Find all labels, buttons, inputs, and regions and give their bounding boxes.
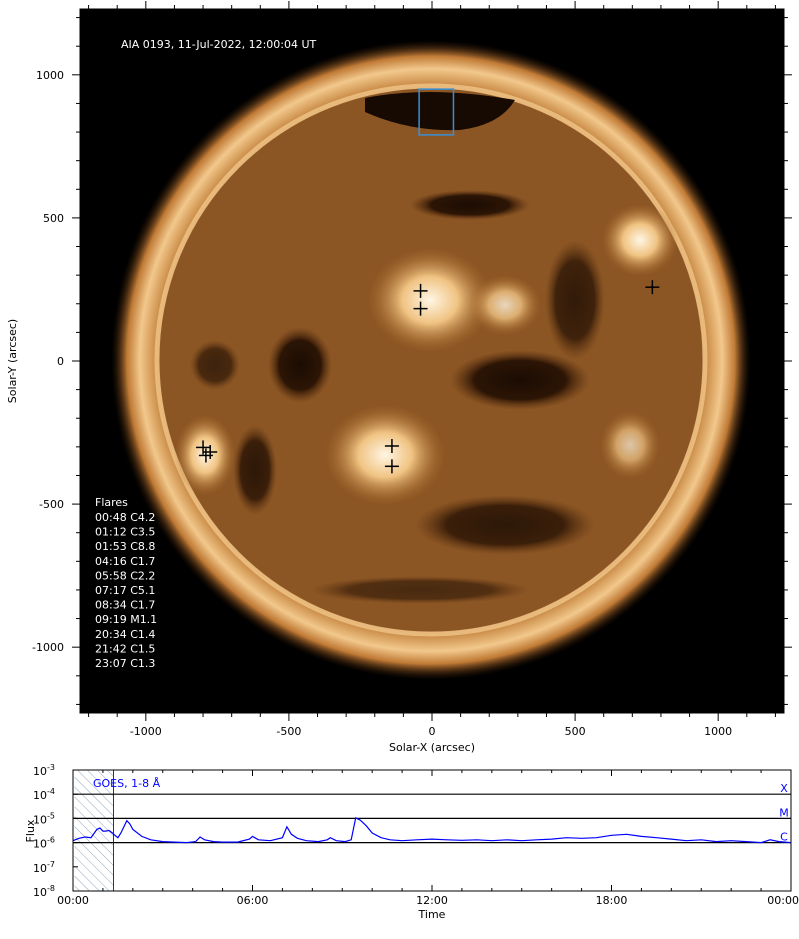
goes-y-tick-label: 10-4 [33,787,55,802]
flare-list-item: 04:16 C1.7 [95,555,155,568]
x-tick-label: 1000 [704,725,732,738]
goes-x-tick-label: 00:00 [57,894,89,907]
y-tick-label: -1000 [32,641,64,654]
region-box [418,88,455,136]
coronal-hole-bottom [310,576,530,604]
flare-list-item: 08:34 C1.7 [95,599,155,612]
active-region-south [325,405,445,505]
flare-marker [413,301,428,316]
flare-markers [196,280,660,474]
goes-y-tick-label: 10-7 [33,860,55,875]
x-tick-label: -1000 [130,725,162,738]
goes-y-tick-label: 10-3 [33,763,55,778]
flare-list-item: 21:42 C1.5 [95,642,155,655]
solar-image-panel: AIA 0193, 11-Jul-2022, 12:00:04 UT Flare… [6,1,792,754]
solar-image-axes: -1000 -500 0 500 1000 -1000 -500 0 500 1000 [32,1,792,738]
y-tick-label: -500 [39,498,64,511]
flare-marker [384,459,399,474]
flare-marker [645,280,660,295]
flare-list-item: 01:12 C3.5 [95,526,155,539]
goes-title: GOES, 1-8 Å [93,777,161,790]
coronal-hole-right [545,240,605,360]
y-tick-label: 0 [57,355,64,368]
class-level-label: X [780,782,788,795]
flare-list-item: 20:34 C1.4 [95,628,155,641]
coronal-hole-upper [410,190,530,220]
coronal-hole-north [365,91,515,131]
goes-y-tick-label: 10-8 [33,884,55,899]
class-level-label: M [779,806,789,819]
image-caption: AIA 0193, 11-Jul-2022, 12:00:04 UT [121,38,317,51]
goes-axes: 00:00 06:00 12:00 18:00 00:0010-810-710-610-… [33,763,799,907]
solar-y-label: Solar-Y (arcsec) [6,319,19,403]
goes-panel: XMC 00:00 06:00 12:00 18:00 00:0010-810-710-… [24,763,799,921]
y-tick-label: 500 [43,212,64,225]
flare-marker [384,438,399,453]
flare-marker [196,440,211,455]
coronal-hole-left [268,327,332,403]
flare-marker [198,448,213,463]
coronal-hole-mid [450,350,590,410]
x-tick-label: 500 [565,725,586,738]
active-region-west [602,204,678,276]
goes-x-tick-label: 18:00 [596,894,628,907]
y-tick-label: 1000 [36,69,64,82]
x-tick-label: 0 [429,725,436,738]
goes-plot-area [73,770,791,891]
flares-heading: Flares [95,496,128,509]
coronal-hole-southwest [233,425,277,515]
solar-limb [154,83,708,637]
flare-list-item: 01:53 C8.8 [95,540,155,553]
goes-y-tick-label: 10-5 [33,811,55,826]
flare-list: 00:48 C4.2 01:12 C3.501:53 C8.8 04:16 C1.7… [95,511,157,670]
flare-list-item: 00:48 C4.2 [95,511,155,524]
class-level-label: C [780,831,788,844]
goes-flux-series [73,817,791,844]
goes-x-label: Time [418,908,446,921]
goes-y-label: Flux [24,819,37,842]
goes-x-tick-label: 00:00 [767,894,799,907]
x-tick-label: -500 [276,725,301,738]
active-region-ne [469,275,541,335]
flare-list-item: 07:17 C5.1 [95,584,155,597]
flare-marker [413,283,428,298]
flare-list-item: 23:07 C1.3 [95,657,155,670]
active-region-center [368,248,492,352]
goes-x-tick-label: 06:00 [237,894,269,907]
flare-list-item: 05:58 C2.2 [95,569,155,582]
goes-x-tick-label: 12:00 [416,894,448,907]
flare-list-item: 09:19 M1.1 [95,613,157,626]
coronal-hole-lower [415,495,595,555]
coronal-hole-west-edge [190,340,240,390]
solar-disk [159,88,703,632]
goes-y-tick-label: 10-6 [33,836,55,851]
goes-class-levels: XMC [73,782,791,844]
solar-x-label: Solar-X (arcsec) [389,741,475,754]
active-region-se [600,411,660,479]
